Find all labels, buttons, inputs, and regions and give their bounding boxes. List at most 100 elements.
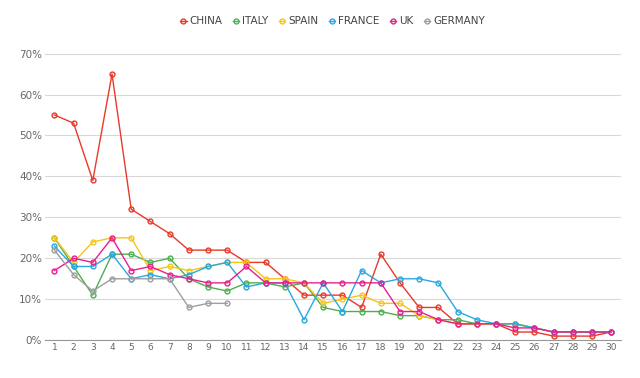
CHINA [281, 277, 289, 281]
FRANCE [89, 264, 97, 269]
FRANCE [108, 252, 116, 257]
CHINA [51, 113, 58, 117]
CHINA [339, 293, 346, 297]
SPAIN [204, 264, 212, 269]
ITALY [454, 318, 461, 322]
ITALY [243, 280, 250, 285]
FRANCE [396, 277, 404, 281]
FRANCE [127, 277, 135, 281]
UK [358, 280, 365, 285]
ITALY [319, 305, 327, 310]
SPAIN [588, 330, 596, 334]
ITALY [415, 313, 423, 318]
Line: GERMANY: GERMANY [52, 248, 230, 310]
UK [51, 268, 58, 273]
CHINA [531, 330, 538, 334]
FRANCE [339, 309, 346, 314]
UK [569, 330, 577, 334]
UK [223, 280, 231, 285]
FRANCE [70, 264, 77, 269]
CHINA [262, 260, 269, 265]
ITALY [396, 313, 404, 318]
CHINA [319, 293, 327, 297]
ITALY [281, 285, 289, 289]
UK [339, 280, 346, 285]
FRANCE [415, 277, 423, 281]
CHINA [377, 252, 385, 257]
FRANCE [51, 244, 58, 248]
FRANCE [531, 326, 538, 330]
CHINA [492, 322, 500, 326]
UK [550, 330, 557, 334]
UK [204, 280, 212, 285]
CHINA [454, 322, 461, 326]
UK [89, 260, 97, 265]
CHINA [147, 219, 154, 224]
GERMANY [127, 277, 135, 281]
SPAIN [358, 293, 365, 297]
CHINA [204, 248, 212, 253]
SPAIN [511, 322, 519, 326]
SPAIN [319, 301, 327, 305]
CHINA [396, 280, 404, 285]
CHINA [185, 248, 193, 253]
UK [588, 330, 596, 334]
FRANCE [358, 268, 365, 273]
Line: ITALY: ITALY [52, 235, 614, 335]
FRANCE [319, 280, 327, 285]
FRANCE [147, 273, 154, 277]
UK [185, 277, 193, 281]
UK [108, 235, 116, 240]
ITALY [588, 330, 596, 334]
SPAIN [166, 264, 173, 269]
ITALY [108, 252, 116, 257]
SPAIN [89, 240, 97, 244]
SPAIN [396, 301, 404, 305]
FRANCE [185, 273, 193, 277]
SPAIN [569, 330, 577, 334]
CHINA [358, 305, 365, 310]
FRANCE [281, 280, 289, 285]
ITALY [511, 322, 519, 326]
SPAIN [147, 268, 154, 273]
CHINA [70, 121, 77, 125]
UK [166, 273, 173, 277]
FRANCE [435, 280, 442, 285]
FRANCE [223, 260, 231, 265]
FRANCE [454, 309, 461, 314]
ITALY [358, 309, 365, 314]
CHINA [473, 322, 481, 326]
FRANCE [300, 318, 308, 322]
FRANCE [569, 330, 577, 334]
UK [281, 280, 289, 285]
SPAIN [70, 260, 77, 265]
CHINA [223, 248, 231, 253]
ITALY [89, 293, 97, 297]
SPAIN [607, 330, 615, 334]
UK [319, 280, 327, 285]
UK [147, 264, 154, 269]
GERMANY [147, 277, 154, 281]
ITALY [550, 330, 557, 334]
FRANCE [204, 264, 212, 269]
ITALY [435, 318, 442, 322]
UK [511, 326, 519, 330]
ITALY [166, 256, 173, 260]
SPAIN [550, 330, 557, 334]
ITALY [262, 280, 269, 285]
SPAIN [339, 297, 346, 302]
SPAIN [185, 268, 193, 273]
SPAIN [223, 260, 231, 265]
ITALY [185, 277, 193, 281]
SPAIN [300, 280, 308, 285]
ITALY [377, 309, 385, 314]
UK [454, 322, 461, 326]
ITALY [607, 330, 615, 334]
CHINA [569, 334, 577, 338]
GERMANY [166, 277, 173, 281]
UK [435, 318, 442, 322]
ITALY [51, 235, 58, 240]
ITALY [147, 260, 154, 265]
CHINA [89, 178, 97, 183]
SPAIN [454, 322, 461, 326]
